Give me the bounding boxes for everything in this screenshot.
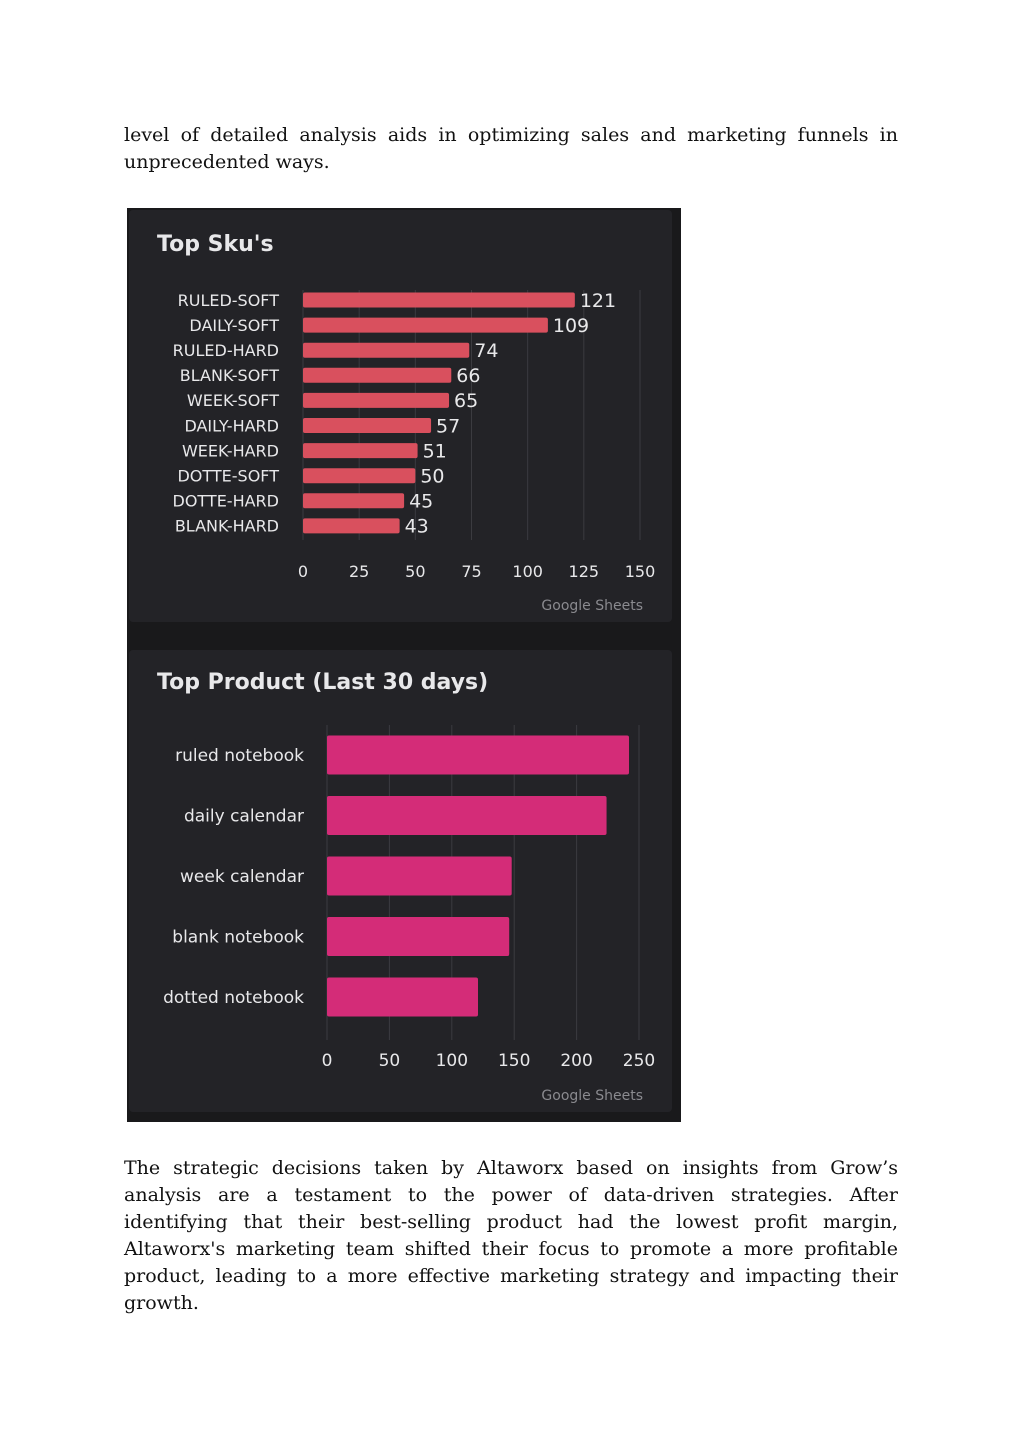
category-label: blank notebook [172, 928, 304, 948]
x-tick-label: 50 [379, 1051, 401, 1071]
category-label: WEEK-SOFT [187, 391, 279, 410]
x-tick-label: 0 [322, 1051, 333, 1071]
bar [327, 917, 510, 956]
top-products-source: Google Sheets [541, 1088, 643, 1104]
category-label: RULED-SOFT [178, 291, 280, 310]
data-label: 109 [553, 315, 589, 337]
bar [303, 493, 405, 509]
x-tick-label: 100 [512, 562, 543, 581]
category-label: week calendar [180, 867, 304, 887]
top-skus-source: Google Sheets [541, 598, 643, 614]
bar [327, 796, 607, 835]
bar [303, 317, 548, 333]
x-tick-label: 125 [569, 562, 600, 581]
data-label: 66 [456, 365, 480, 387]
data-label: 51 [423, 440, 447, 462]
x-tick-label: 200 [560, 1051, 592, 1071]
data-label: 121 [580, 290, 616, 312]
category-label: RULED-HARD [173, 341, 279, 360]
top-products-chart: 0 50 100 150 200 250 ruled notebook daily calen… [163, 725, 655, 1071]
top-skus-title: Top Sku's [157, 232, 274, 257]
category-label: DAILY-SOFT [189, 316, 279, 335]
category-label: DOTTE-HARD [173, 492, 279, 511]
bar [303, 468, 416, 484]
category-label: BLANK-SOFT [180, 366, 279, 385]
top-products-panel: Top Product (Last 30 days) 0 50 100 150 200 2… [129, 650, 672, 1112]
x-tick-label: 75 [461, 562, 481, 581]
bar [327, 856, 512, 896]
data-label: 43 [405, 516, 429, 538]
data-label: 50 [420, 466, 444, 488]
bar [327, 735, 630, 775]
x-tick-label: 100 [436, 1051, 468, 1071]
x-tick-label: 50 [405, 562, 425, 581]
bar [303, 443, 418, 459]
bar [303, 367, 452, 383]
paragraph-intro: level of detailed analysis aids in optim… [124, 124, 898, 173]
bar [303, 392, 450, 408]
x-tick-label: 0 [298, 562, 308, 581]
top-skus-chart: 0 25 50 75 100 125 150 RULED-SOFT 121 DAILY-SOFT 1… [173, 290, 656, 581]
category-label: dotted notebook [163, 988, 304, 1008]
data-label: 65 [454, 390, 478, 412]
category-label: ruled notebook [175, 746, 304, 766]
category-label: daily calendar [184, 807, 304, 827]
top-skus-panel: Top Sku's 0 25 50 75 100 125 150 RULED-SOFT 121 D… [129, 210, 672, 622]
bar [303, 342, 470, 358]
category-label: DOTTE-SOFT [177, 466, 279, 485]
top-products-title: Top Product (Last 30 days) [157, 670, 489, 695]
bar [327, 977, 479, 1017]
data-label: 57 [436, 415, 460, 437]
x-tick-label: 150 [498, 1051, 530, 1071]
category-label: BLANK-HARD [175, 517, 279, 536]
data-label: 45 [409, 491, 433, 513]
bar [303, 518, 400, 534]
x-tick-label: 250 [623, 1051, 655, 1071]
bar [303, 418, 432, 433]
category-label: WEEK-HARD [182, 441, 279, 460]
paragraph-conclusion: The strategic decisions taken by Altawor… [124, 1157, 898, 1314]
x-tick-label: 25 [349, 562, 369, 581]
data-label: 74 [474, 340, 498, 362]
x-tick-label: 150 [625, 562, 656, 581]
bar [303, 292, 575, 308]
dashboard-figure: Top Sku's 0 25 50 75 100 125 150 RULED-SOFT 121 D… [127, 208, 681, 1122]
category-label: DAILY-HARD [184, 416, 279, 435]
